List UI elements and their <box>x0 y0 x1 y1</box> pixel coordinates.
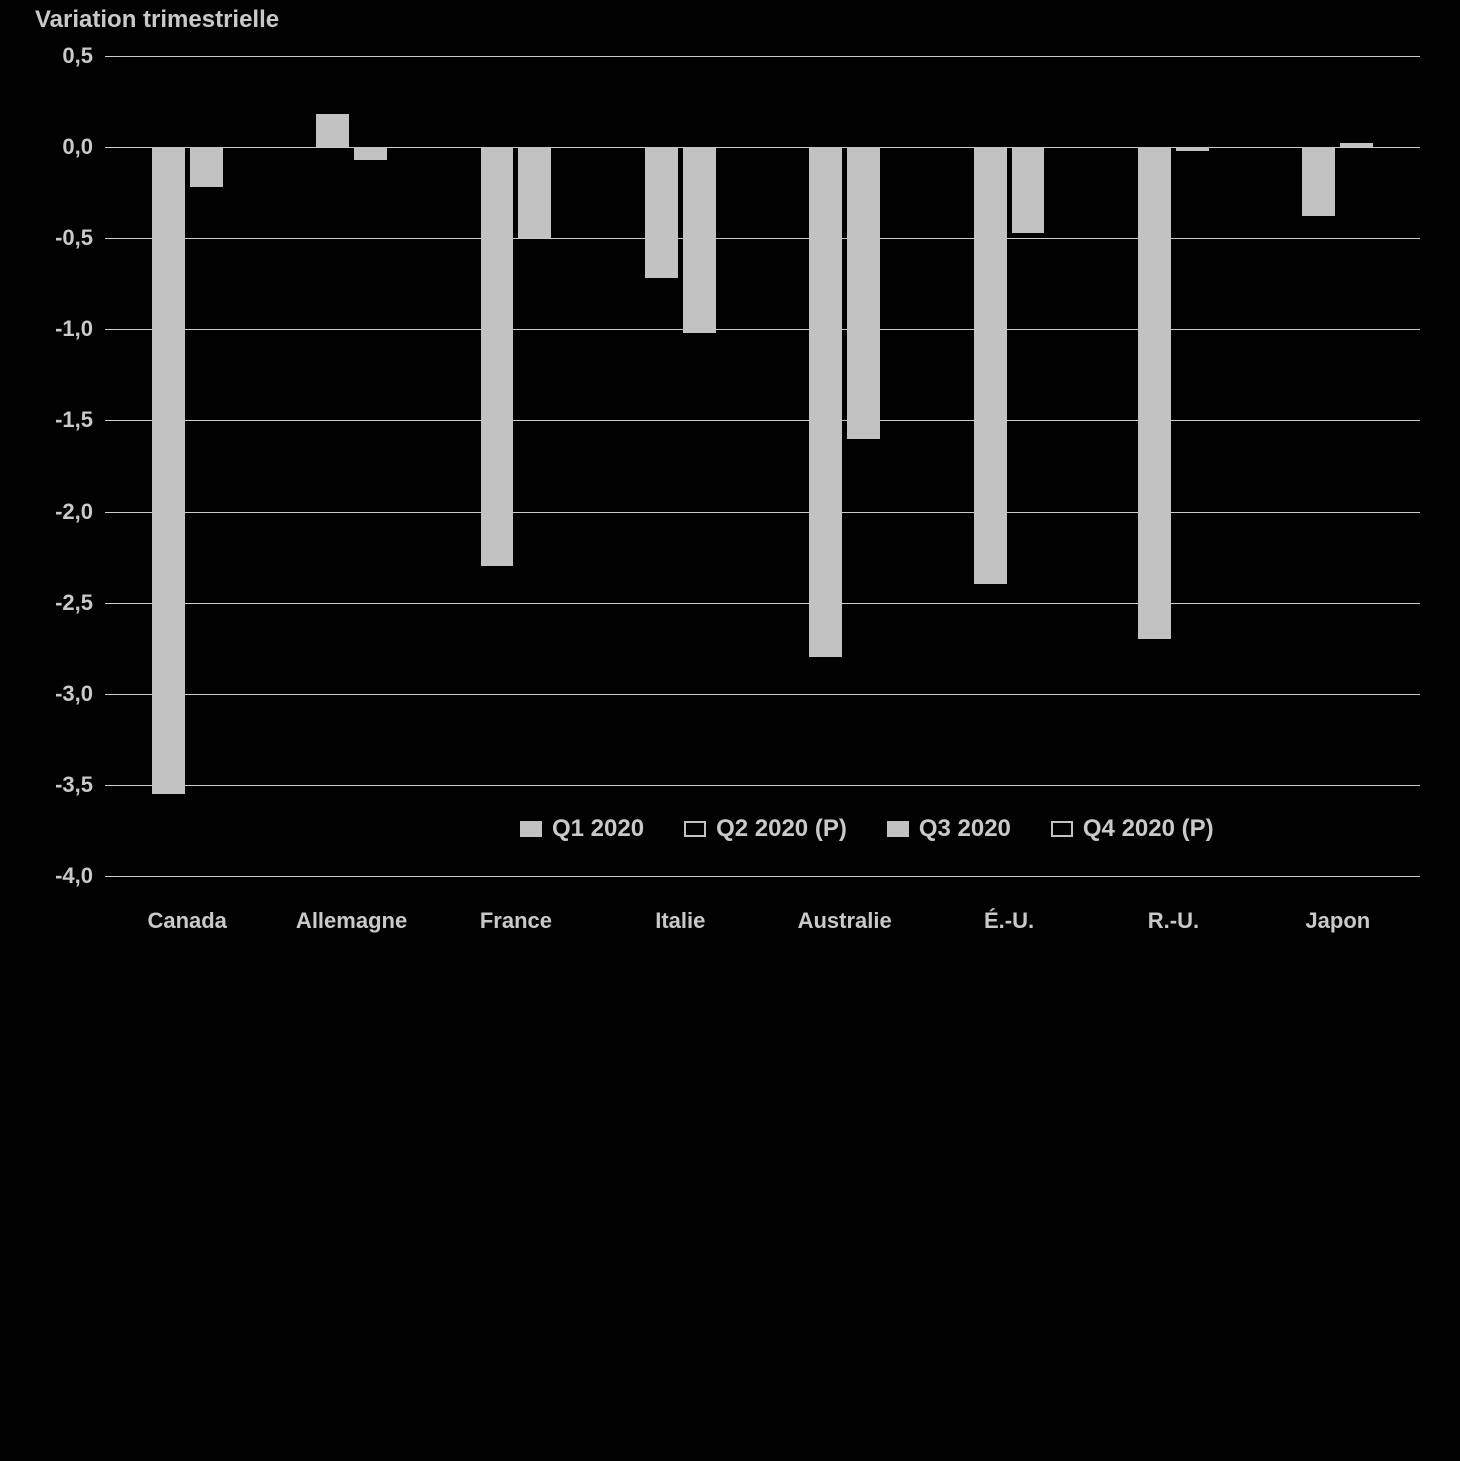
y-tick-label: -3,0 <box>0 681 93 707</box>
category-label: Australie <box>798 908 892 934</box>
category-label: Canada <box>147 908 226 934</box>
y-tick-label: -3,5 <box>0 772 93 798</box>
bar <box>847 147 880 439</box>
bar <box>1012 147 1045 233</box>
bar <box>1176 147 1209 151</box>
gridline <box>105 238 1420 239</box>
y-tick-label: -1,0 <box>0 316 93 342</box>
legend-item: Q1 2020 <box>520 815 644 843</box>
legend: Q1 2020 Q2 2020 (P) Q3 2020 Q4 2020 (P) <box>520 815 1214 843</box>
gridline <box>105 694 1420 695</box>
bar <box>645 147 678 278</box>
legend-swatch-icon <box>1051 821 1073 837</box>
category-label: Japon <box>1305 908 1370 934</box>
bar <box>152 147 185 794</box>
bar <box>683 147 716 333</box>
bar <box>1340 143 1373 147</box>
gridline <box>105 603 1420 604</box>
gridline <box>105 785 1420 786</box>
legend-swatch-icon <box>684 821 706 837</box>
gridline <box>105 876 1420 877</box>
legend-label: Q3 2020 <box>919 815 1011 843</box>
category-label: France <box>480 908 552 934</box>
bar <box>974 147 1007 584</box>
bar <box>1302 147 1335 216</box>
bar <box>1138 147 1171 639</box>
gridline <box>105 329 1420 330</box>
legend-item: Q3 2020 <box>887 815 1011 843</box>
gridline <box>105 147 1420 148</box>
bar <box>481 147 514 566</box>
legend-item: Q4 2020 (P) <box>1051 815 1214 843</box>
bar <box>518 147 551 238</box>
gridline <box>105 56 1420 57</box>
category-label: Italie <box>655 908 705 934</box>
legend-swatch-icon <box>887 821 909 837</box>
y-tick-label: -0,5 <box>0 225 93 251</box>
bar <box>354 147 387 160</box>
bar <box>316 114 349 147</box>
category-label: R.-U. <box>1148 908 1199 934</box>
legend-swatch-icon <box>520 821 542 837</box>
y-tick-label: -1,5 <box>0 407 93 433</box>
y-axis-title: Variation trimestrielle <box>35 6 279 34</box>
category-label: Allemagne <box>296 908 407 934</box>
legend-label: Q1 2020 <box>552 815 644 843</box>
bar <box>190 147 223 187</box>
y-tick-label: -2,5 <box>0 590 93 616</box>
gridline <box>105 512 1420 513</box>
y-tick-label: -2,0 <box>0 499 93 525</box>
legend-label: Q4 2020 (P) <box>1083 815 1214 843</box>
legend-item: Q2 2020 (P) <box>684 815 847 843</box>
y-tick-label: -4,0 <box>0 863 93 889</box>
gridline <box>105 420 1420 421</box>
legend-label: Q2 2020 (P) <box>716 815 847 843</box>
bar <box>809 147 842 657</box>
y-tick-label: 0,5 <box>0 43 93 69</box>
chart-container: Variation trimestrielle 0,5 0,0 -0,5 -1,0 -1… <box>0 0 1460 1461</box>
y-tick-label: 0,0 <box>0 134 93 160</box>
category-label: É.-U. <box>984 908 1034 934</box>
